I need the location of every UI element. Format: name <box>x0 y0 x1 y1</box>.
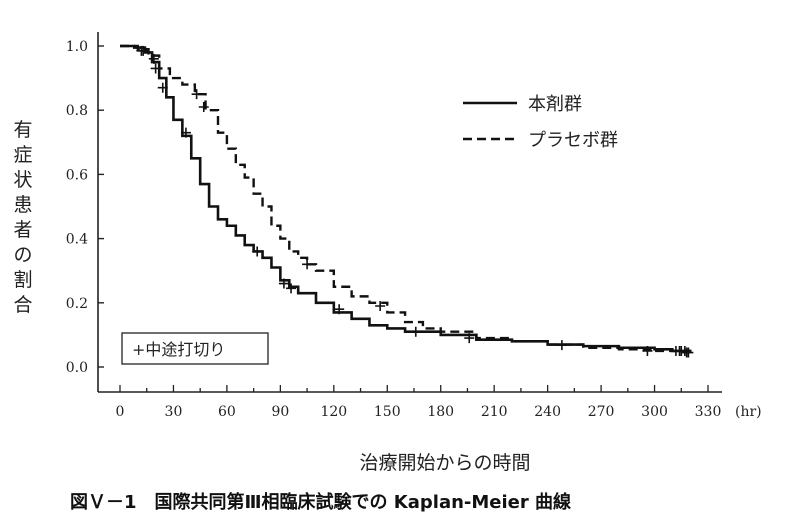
x-tick-label: 210 <box>481 404 508 420</box>
censor-mark <box>191 89 202 100</box>
x-tick-label: 120 <box>320 404 347 420</box>
censor-mark <box>198 101 209 112</box>
censor-mark <box>180 127 191 138</box>
censor-mark <box>334 304 345 315</box>
censor-mark <box>681 347 692 358</box>
figure-caption: 図Ｖ－1 国際共同第Ⅲ相臨床試験での Kaplan-Meier 曲線 <box>70 492 572 513</box>
x-axis-label: 治療開始からの時間 <box>359 452 531 474</box>
censor-mark <box>148 53 159 64</box>
series-line-placebo <box>120 44 692 353</box>
censor-mark <box>464 333 475 344</box>
censor-legend-label: +中途打切り <box>132 340 225 359</box>
y-axis-label-char: の <box>13 244 33 266</box>
legend-label: プラセボ群 <box>528 130 618 151</box>
y-tick-label: 0.0 <box>66 360 88 376</box>
y-axis-label-char: 有 <box>13 119 33 141</box>
censor-legend-frame <box>121 332 269 365</box>
censor-mark <box>278 278 289 289</box>
y-axis-label-char: 状 <box>13 169 33 191</box>
censor-mark <box>674 345 685 356</box>
x-tick-label: 300 <box>641 404 668 420</box>
y-axis-label-char: 者 <box>13 219 33 241</box>
y-tick-label: 1.0 <box>66 39 88 55</box>
y-axis-label-char: 割 <box>13 269 33 291</box>
x-tick-label: 60 <box>218 404 236 420</box>
censor-legend-box: +中途打切り <box>121 332 269 365</box>
y-axis-label-char: 患 <box>13 194 33 216</box>
censor-mark <box>157 82 168 93</box>
x-tick-label: 0 <box>116 404 125 420</box>
censor-mark <box>302 259 313 270</box>
censor-mark <box>410 326 421 337</box>
x-tick-label: 30 <box>165 404 183 420</box>
series-layer <box>120 44 694 358</box>
censor-mark <box>642 345 653 356</box>
x-tick-label: 150 <box>374 404 401 420</box>
x-tick-label: 90 <box>271 404 289 420</box>
censor-mark <box>138 45 149 56</box>
y-tick-label: 0.8 <box>66 103 88 119</box>
tick-labels: 0.0 0.2 0.4 0.6 0.8 1.0 0 30 60 90 120 150 180 210 240… <box>66 39 762 420</box>
legend-label: 本剤群 <box>528 94 582 115</box>
kaplan-meier-chart: 0.0 0.2 0.4 0.6 0.8 1.0 0 30 60 90 120 150 180 210 240… <box>66 32 762 420</box>
x-tick-label: 180 <box>427 404 454 420</box>
censor-mark <box>286 283 297 294</box>
x-tick-label: 330 <box>695 404 722 420</box>
series-line-drug <box>120 44 692 353</box>
censor-mark <box>252 246 263 257</box>
y-tick-label: 0.4 <box>66 232 88 248</box>
y-tick-label: 0.6 <box>66 167 88 183</box>
axes <box>97 32 722 393</box>
y-tick-label: 0.2 <box>66 296 88 312</box>
y-axis-label: 有症状患者の割合 <box>10 118 36 318</box>
x-tick-label: 240 <box>534 404 561 420</box>
x-tick-label: 270 <box>588 404 615 420</box>
censor-mark <box>375 301 386 312</box>
y-axis-label-char: 合 <box>13 294 33 316</box>
x-unit-label: (hr) <box>735 404 762 420</box>
y-axis-label-char: 症 <box>13 144 33 166</box>
